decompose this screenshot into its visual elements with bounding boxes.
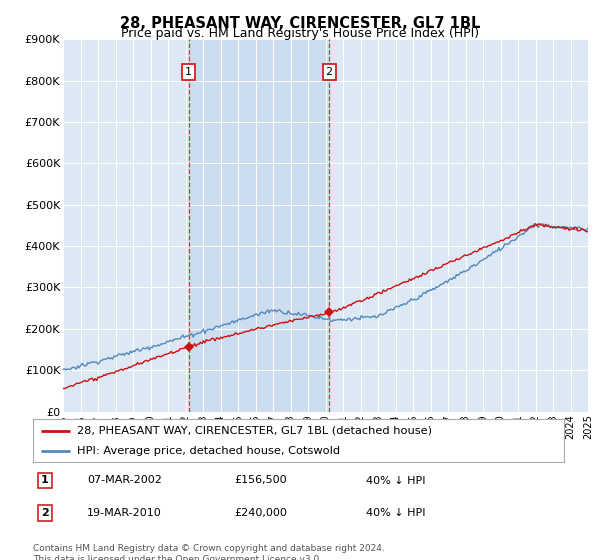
Text: Price paid vs. HM Land Registry's House Price Index (HPI): Price paid vs. HM Land Registry's House … (121, 27, 479, 40)
Bar (188, 39, 329, 412)
Text: 1: 1 (185, 67, 192, 77)
Text: £240,000: £240,000 (234, 508, 287, 518)
Text: 07-MAR-2002: 07-MAR-2002 (87, 475, 162, 486)
Text: £156,500: £156,500 (234, 475, 287, 486)
Text: 1: 1 (41, 475, 49, 486)
Text: 2: 2 (41, 508, 49, 518)
Text: 40% ↓ HPI: 40% ↓ HPI (366, 508, 425, 518)
Text: 28, PHEASANT WAY, CIRENCESTER, GL7 1BL: 28, PHEASANT WAY, CIRENCESTER, GL7 1BL (120, 16, 480, 31)
Text: 2: 2 (326, 67, 333, 77)
Text: Contains HM Land Registry data © Crown copyright and database right 2024.
This d: Contains HM Land Registry data © Crown c… (33, 544, 385, 560)
Text: 19-MAR-2010: 19-MAR-2010 (87, 508, 162, 518)
Text: 28, PHEASANT WAY, CIRENCESTER, GL7 1BL (detached house): 28, PHEASANT WAY, CIRENCESTER, GL7 1BL (… (77, 426, 432, 436)
Text: 40% ↓ HPI: 40% ↓ HPI (366, 475, 425, 486)
Text: HPI: Average price, detached house, Cotswold: HPI: Average price, detached house, Cots… (77, 446, 340, 456)
